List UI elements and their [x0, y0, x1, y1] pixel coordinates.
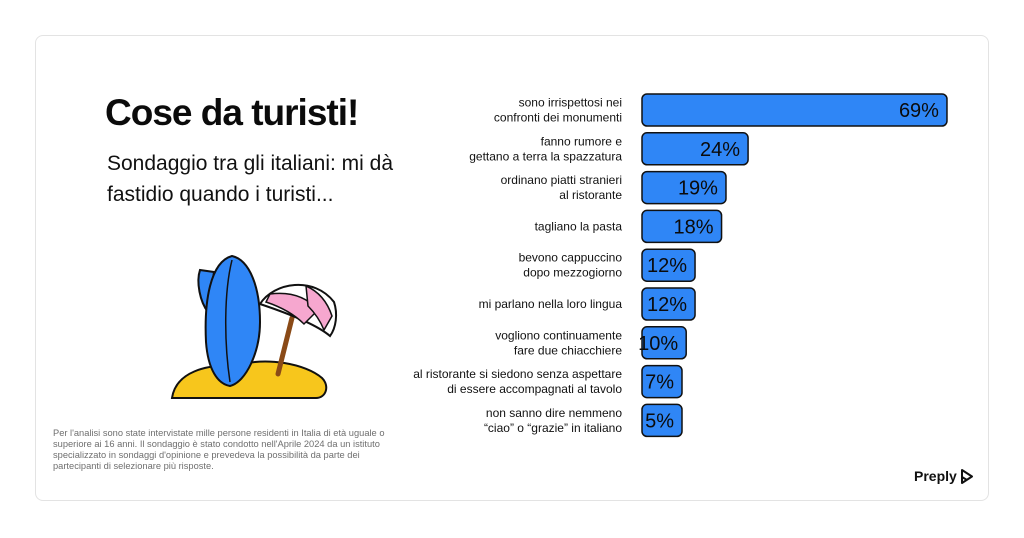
bar	[641, 248, 696, 282]
page-subtitle: Sondaggio tra gli italiani: mi dà fastid…	[107, 152, 394, 206]
category-label-line: “ciao” o “grazie” in italiano	[484, 421, 622, 435]
bar-row: 24% fanno rumore e gettano a terra la spaz…	[469, 132, 749, 166]
category-label: mi parlano nella loro lingua	[479, 297, 623, 311]
category-label-line: fanno rumore e	[541, 134, 623, 148]
category-label: al ristorante si siedono senza aspettare…	[413, 367, 622, 396]
category-label: fanno rumore e gettano a terra la spazzat…	[469, 134, 622, 163]
category-label-line: vogliono continuamente	[495, 328, 622, 342]
bar	[641, 326, 687, 360]
category-label-line: al ristorante	[559, 188, 622, 202]
category-label: tagliano la pasta	[535, 219, 623, 233]
category-label-line: mi parlano nella loro lingua	[479, 297, 623, 311]
category-label-line: gettano a terra la spazzatura	[469, 149, 622, 163]
bar-value-label: 18%	[674, 216, 714, 238]
bar	[641, 403, 683, 438]
category-label-line: fare due chiacchiere	[514, 343, 622, 357]
bar-value-label: 12%	[647, 255, 687, 277]
category-label: non sanno dire nemmeno “ciao” o “grazie” …	[484, 406, 622, 435]
bar-value-label: 24%	[700, 139, 740, 161]
category-label-line: al ristorante si siedono senza aspettare	[413, 367, 622, 381]
bar-value-label: 10%	[638, 333, 678, 355]
bar	[641, 132, 749, 166]
bar-row: 12% bevono cappuccino dopo mezzogiorno	[519, 248, 696, 282]
bar	[641, 93, 948, 127]
brand-logo: Preply	[914, 468, 974, 484]
preply-logo-icon	[960, 468, 973, 484]
bar-row: 12% mi parlano nella loro lingua	[479, 287, 696, 321]
category-label-line: bevono cappuccino	[519, 251, 623, 265]
umbrella-pole	[275, 315, 295, 377]
brand-name: Preply	[914, 468, 957, 484]
bar-value-label: 12%	[647, 294, 687, 316]
beach-surfboard-umbrella-illustration	[170, 254, 338, 399]
category-label: vogliono continuamente fare due chiacchie…	[495, 328, 622, 357]
bar-row: 5% non sanno dire nemmeno “ciao” o “grazie…	[484, 403, 683, 438]
surfboard-stripe	[225, 259, 233, 383]
category-label-line: di essere accompagnati al tavolo	[447, 382, 622, 396]
bar-row: 69% sono irrispettosi nei confronti dei mo…	[494, 93, 948, 127]
bar-row: 18% tagliano la pasta	[535, 209, 723, 244]
bar-value-label: 7%	[645, 372, 674, 394]
category-label-line: dopo mezzogiorno	[523, 266, 622, 280]
category-label-line: tagliano la pasta	[535, 219, 623, 233]
category-label-line: confronti dei monumenti	[494, 111, 622, 125]
umbrella-stripe	[305, 284, 333, 332]
methodology-footnote: Per l'analisi sono state intervistate mi…	[53, 428, 385, 471]
bar	[641, 364, 683, 399]
bar-value-label: 19%	[678, 178, 718, 200]
category-label: ordinano piatti stranieri al ristorante	[501, 173, 623, 202]
category-label-line: sono irrispettosi nei	[519, 96, 622, 110]
category-label-line: ordinano piatti stranieri	[501, 173, 622, 187]
umbrella-stripe	[264, 292, 320, 326]
bar-value-label: 69%	[899, 100, 939, 122]
surfboard	[204, 254, 262, 388]
bar	[641, 209, 723, 244]
category-label: bevono cappuccino dopo mezzogiorno	[519, 251, 623, 280]
category-label-line: non sanno dire nemmeno	[486, 406, 622, 420]
bar-value-label: 5%	[645, 410, 674, 432]
category-label: sono irrispettosi nei confronti dei monum…	[494, 96, 622, 125]
bar-row: 10% vogliono continuamente fare due chiacc…	[495, 326, 687, 360]
bar-row: 19% ordinano piatti stranieri al ristorant…	[501, 170, 727, 205]
bar-row: 7% al ristorante si siedono senza aspetta…	[413, 364, 683, 399]
page-title: Cose da turisti!	[105, 92, 359, 133]
bar	[641, 287, 696, 321]
bar	[641, 170, 727, 205]
